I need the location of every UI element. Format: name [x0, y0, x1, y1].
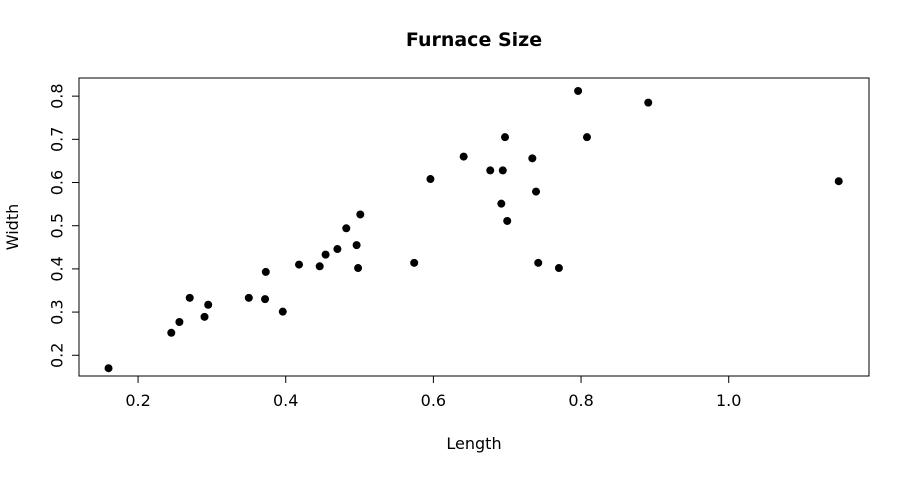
data-point-21: [459, 152, 468, 161]
x-tick-label: 1.0: [716, 391, 741, 410]
data-point-17: [354, 264, 363, 273]
x-tick-label: 0.4: [273, 391, 298, 410]
data-point-23: [497, 199, 506, 208]
data-point-31: [574, 86, 583, 95]
data-point-24: [498, 166, 507, 175]
data-point-15: [342, 224, 351, 233]
data-point-33: [644, 98, 653, 107]
data-point-11: [295, 260, 304, 269]
data-point-32: [582, 133, 591, 142]
y-axis: 0.2 0.3 0.4 0.5 0.6 0.7 0.8: [48, 83, 80, 368]
x-axis-label: Length: [446, 434, 501, 453]
data-point-26: [503, 216, 512, 225]
data-point-25: [501, 133, 510, 142]
data-point-34: [834, 177, 843, 186]
x-tick-label: 0.2: [125, 391, 150, 410]
x-tick-label: 0.6: [421, 391, 446, 410]
data-point-22: [486, 166, 495, 175]
data-point-5: [200, 312, 209, 321]
data-point-20: [426, 175, 435, 184]
y-tick-label: 0.5: [48, 213, 67, 238]
x-tick-label: 0.8: [568, 391, 593, 410]
data-point-28: [532, 187, 541, 196]
y-tick-label: 0.8: [48, 83, 67, 108]
y-tick-label: 0.3: [48, 299, 67, 324]
y-tick-label: 0.7: [48, 127, 67, 152]
data-point-27: [528, 154, 537, 163]
data-point-2: [167, 328, 176, 337]
data-point-7: [244, 293, 253, 302]
data-point-14: [333, 245, 342, 254]
data-point-6: [204, 300, 213, 309]
data-point-29: [534, 258, 543, 267]
x-axis: 0.2 0.4 0.6 0.8 1.0: [125, 375, 741, 410]
y-axis-label: Width: [3, 204, 22, 250]
y-tick-label: 0.4: [48, 256, 67, 281]
chart-title: Furnace Size: [406, 29, 542, 51]
y-tick-label: 0.6: [48, 170, 67, 195]
data-point-8: [261, 295, 270, 304]
points-layer: [104, 86, 843, 373]
data-point-19: [410, 258, 419, 267]
data-point-3: [175, 318, 184, 327]
data-point-12: [315, 262, 324, 271]
data-point-18: [356, 210, 365, 219]
data-point-30: [554, 264, 563, 273]
plot-frame: [78, 77, 870, 377]
data-point-4: [185, 293, 194, 302]
data-point-9: [261, 267, 270, 276]
y-tick-label: 0.2: [48, 343, 67, 368]
data-point-13: [321, 250, 330, 259]
data-point-16: [352, 241, 361, 250]
data-point-1: [104, 364, 113, 373]
data-point-10: [278, 307, 287, 316]
